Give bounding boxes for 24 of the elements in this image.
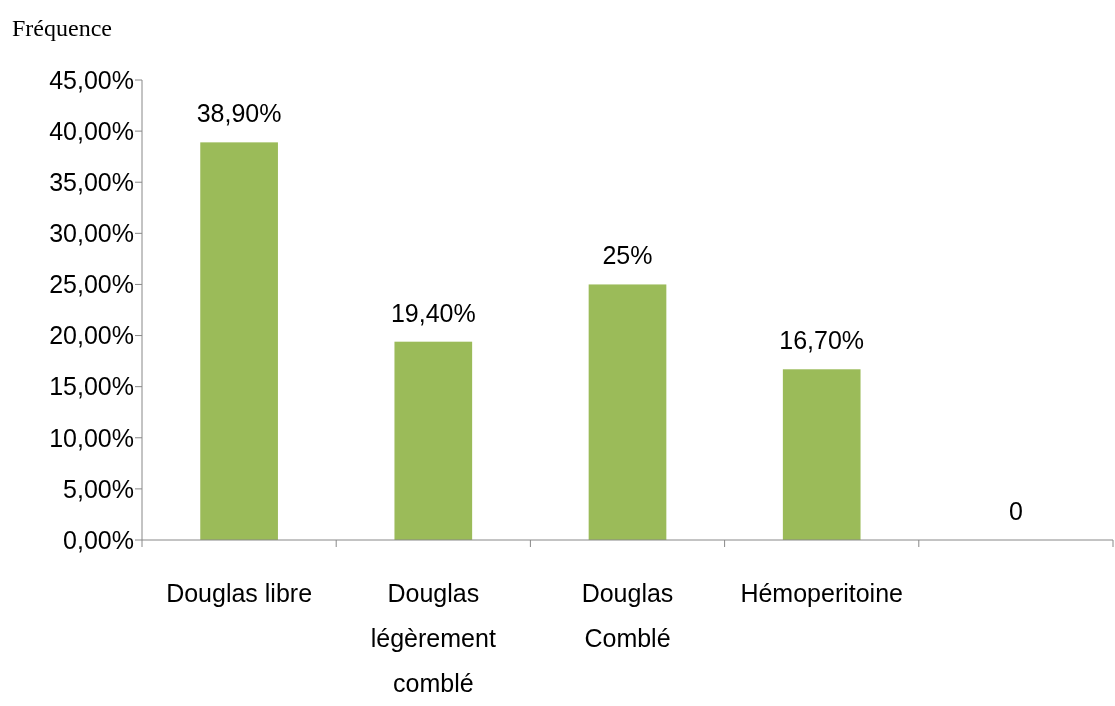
bar bbox=[588, 284, 667, 540]
y-tick-label: 20,00% bbox=[49, 321, 134, 350]
data-label: 16,70% bbox=[779, 326, 865, 355]
y-tick-label: 30,00% bbox=[49, 219, 134, 248]
y-axis-title: Fréquence bbox=[12, 15, 112, 41]
data-label: 38,90% bbox=[196, 99, 282, 128]
data-label: 25% bbox=[602, 241, 653, 270]
x-tick-label: Douglas Comblé bbox=[581, 579, 674, 652]
y-tick-label: 25,00% bbox=[49, 270, 134, 299]
y-tick-label: 45,00% bbox=[49, 65, 134, 94]
y-tick-label: 0,00% bbox=[63, 525, 134, 554]
bar bbox=[200, 142, 278, 540]
x-tick-label: Douglas légèrement comblé bbox=[370, 579, 496, 697]
y-tick-label: 15,00% bbox=[49, 372, 134, 401]
x-tick-label: Douglas libre bbox=[166, 579, 313, 607]
bar bbox=[782, 369, 861, 540]
y-tick-label: 40,00% bbox=[49, 116, 134, 145]
x-tick-label: Hémoperitoine bbox=[740, 579, 903, 607]
y-tick-label: 35,00% bbox=[49, 167, 134, 196]
y-tick-label: 5,00% bbox=[63, 474, 134, 503]
data-label: 0 bbox=[1008, 497, 1023, 525]
y-tick-label: 10,00% bbox=[49, 423, 134, 452]
bar bbox=[394, 341, 473, 540]
data-label: 19,40% bbox=[390, 298, 476, 327]
